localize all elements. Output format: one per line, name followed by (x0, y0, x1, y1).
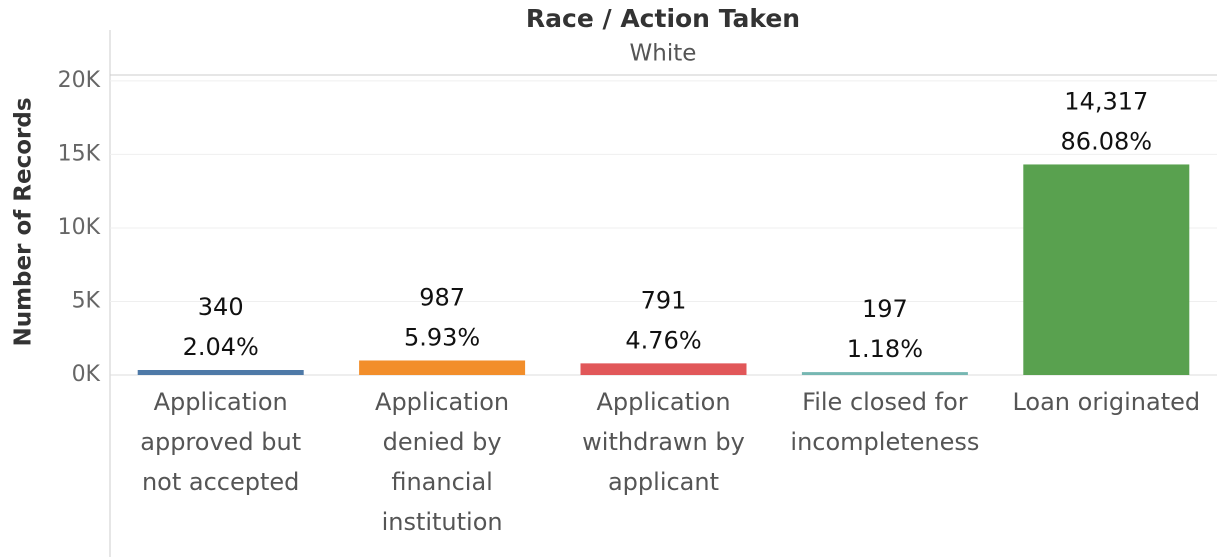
bar (1023, 164, 1190, 375)
percent-label: 5.93% (404, 323, 480, 351)
x-tick-label: Application approved but not accepted (140, 388, 301, 496)
x-tick-label: Loan originated (1012, 388, 1200, 416)
y-tick-label: 15K (58, 141, 101, 166)
bar (359, 360, 526, 375)
x-tick-label: File closed for incompleteness (790, 388, 979, 456)
bar (580, 363, 747, 375)
percent-label: 4.76% (625, 326, 701, 354)
y-tick-label: 0K (72, 362, 101, 387)
x-tick-label: Application withdrawn by applicant (582, 388, 745, 496)
x-tick-label: Application denied by financial institution (375, 388, 509, 536)
chart-title: Race / Action Taken (526, 4, 800, 33)
percent-label: 1.18% (847, 335, 923, 363)
bar (137, 370, 304, 375)
y-tick-label: 20K (58, 68, 101, 93)
percent-label: 86.08% (1061, 127, 1153, 155)
y-axis-label: Number of Records (11, 97, 37, 346)
bar (801, 372, 968, 375)
y-tick-label: 10K (58, 215, 101, 240)
data-label: 340 (198, 293, 244, 321)
y-tick-label: 5K (72, 288, 101, 313)
data-label: 197 (862, 295, 908, 323)
data-label: 14,317 (1064, 87, 1148, 115)
panel-header: White (630, 41, 697, 67)
data-label: 791 (641, 286, 687, 314)
data-label: 987 (419, 283, 465, 311)
percent-label: 2.04% (183, 333, 259, 361)
